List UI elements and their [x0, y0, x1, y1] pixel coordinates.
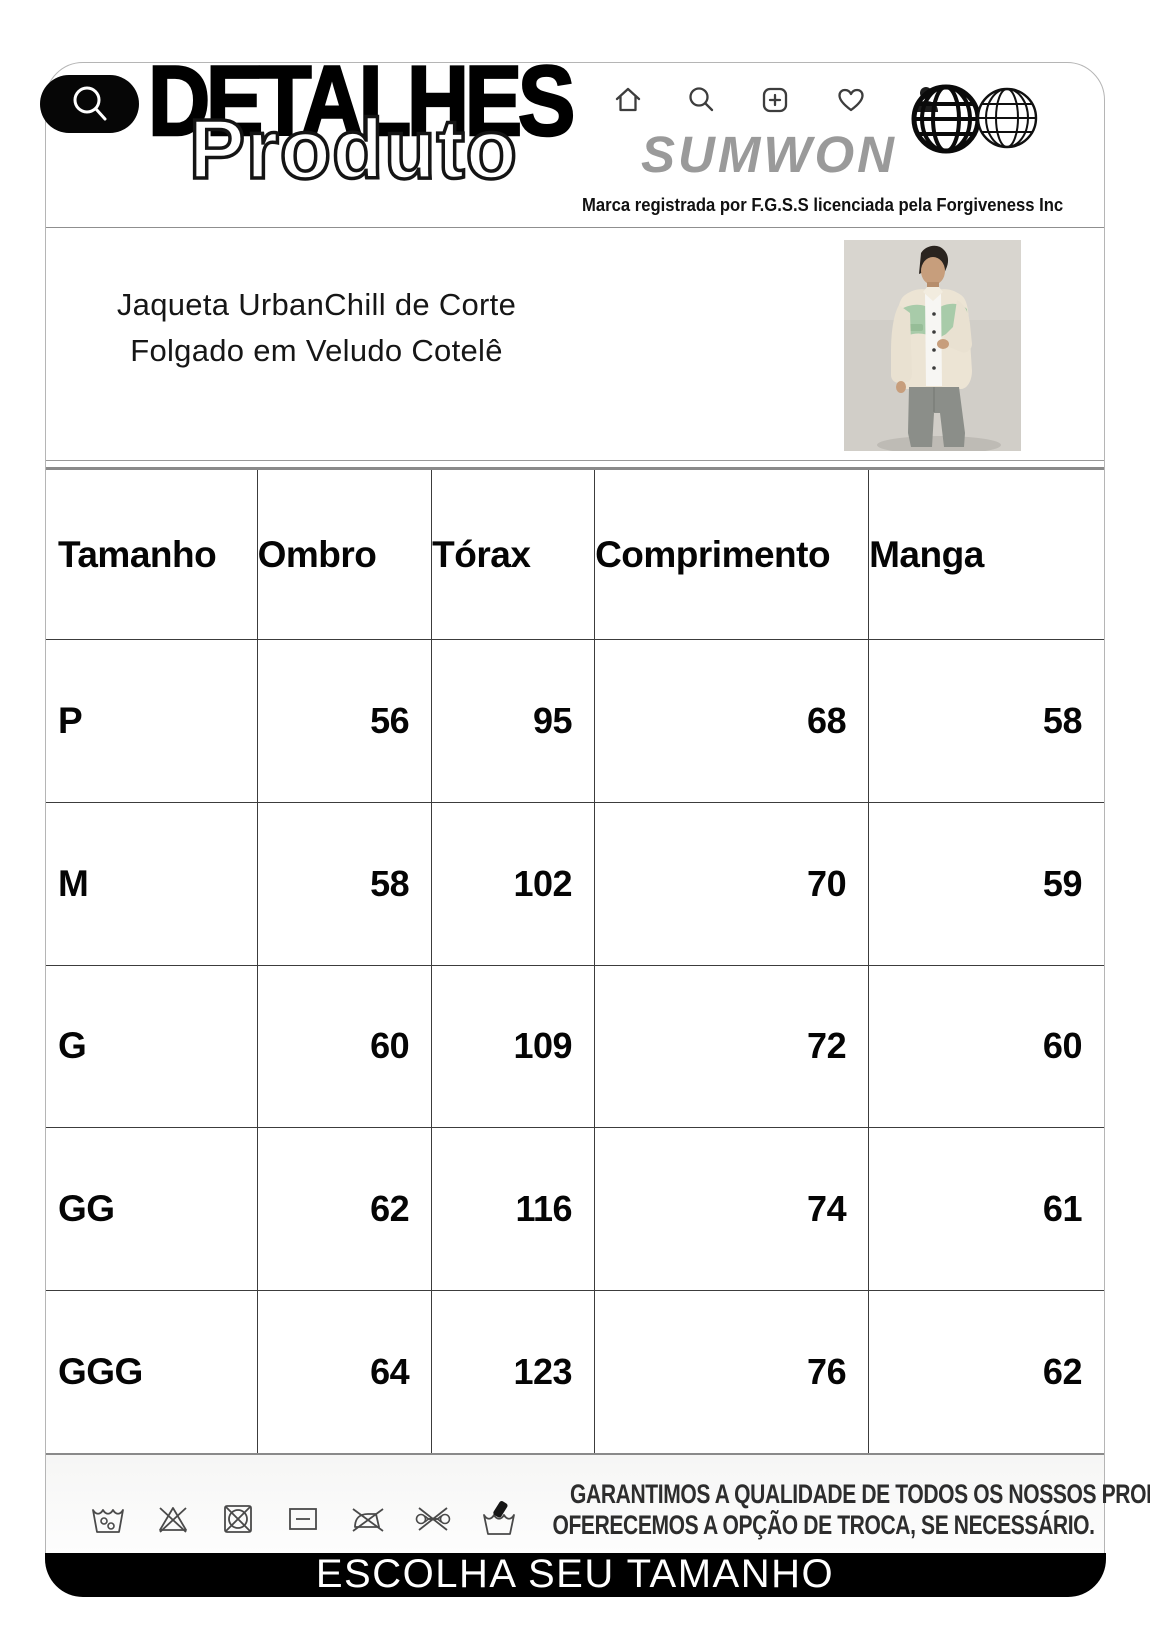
product-name: Jaqueta UrbanChill de Corte Folgado em V… [64, 282, 569, 374]
table-row-p: P 56 95 68 58 [46, 640, 1104, 803]
do-not-wring-icon [415, 1507, 451, 1531]
manga-value: 60 [1042, 1025, 1083, 1067]
favorites-heart-icon[interactable] [834, 83, 868, 117]
col-header-ombro: Ombro [258, 470, 433, 639]
comprimento-value: 72 [595, 965, 870, 1128]
size-label: GG [46, 1128, 258, 1291]
manga-value: 59 [1042, 862, 1083, 904]
search-nav-icon[interactable] [684, 83, 718, 117]
torax-value: 102 [432, 802, 596, 965]
brand-name: SUMWON [641, 126, 897, 183]
search-button[interactable] [40, 75, 139, 133]
size-label: GGG [46, 1291, 258, 1453]
manga-value: 62 [1042, 1351, 1083, 1393]
manga-value: 61 [1042, 1188, 1083, 1230]
col-header-manga: Manga [869, 533, 984, 575]
torax-value: 116 [432, 1128, 596, 1291]
comprimento-value: 76 [595, 1291, 870, 1453]
table-row-ggg: GGG 64 123 76 62 [46, 1291, 1104, 1453]
dry-flat-icon [289, 1508, 317, 1530]
do-not-bleach-icon [159, 1507, 187, 1533]
choose-size-button[interactable]: ESCOLHA SEU TAMANHO [44, 1552, 1106, 1597]
care-icon-row [88, 1499, 518, 1539]
size-table-header: Tamanho Ombro Tórax Comprimento Manga [46, 470, 1104, 640]
guarantee-line2: OFERECEMOS A OPÇÃO DE TROCA, SE NECESSÁR… [552, 1510, 1095, 1541]
product-photo [844, 240, 1021, 451]
table-row-m: M 58 102 70 59 [46, 802, 1104, 966]
col-header-tamanho: Tamanho [46, 470, 258, 639]
ombro-value: 56 [258, 640, 433, 802]
torax-value: 123 [432, 1291, 596, 1453]
table-row-g: G 60 109 72 60 [46, 965, 1104, 1129]
comprimento-value: 74 [595, 1128, 870, 1291]
torax-value: 95 [432, 640, 596, 802]
comprimento-value: 70 [595, 802, 870, 965]
comprimento-value: 68 [595, 640, 870, 802]
ombro-value: 60 [258, 965, 433, 1128]
size-label: G [46, 965, 258, 1128]
page-title: DETALHES [147, 45, 577, 156]
ombro-value: 58 [258, 802, 433, 965]
product-name-line2: Folgado em Veludo Cotelê [130, 332, 503, 368]
machine-wash-icon [92, 1509, 124, 1533]
header: DETALHES Produto [40, 50, 1104, 229]
home-icon[interactable] [611, 83, 645, 117]
ombro-value: 64 [258, 1291, 433, 1453]
choose-size-label: ESCOLHA SEU TAMANHO [315, 1552, 835, 1596]
do-not-tumble-dry-icon [224, 1505, 252, 1533]
globe-solid-icon [911, 84, 981, 154]
ombro-value: 62 [258, 1128, 433, 1291]
product-photo-illustration [844, 240, 1021, 451]
product-details-card: DETALHES Produto [40, 50, 1150, 1597]
brand-logo [908, 79, 1098, 229]
manga-value: 58 [1042, 699, 1083, 741]
guarantee-text: GARANTIMOS A QUALIDADE DE TODOS OS NOSSO… [476, 1479, 1150, 1542]
torax-value: 109 [432, 965, 596, 1128]
search-icon [73, 86, 106, 121]
guarantee-line1: GARANTIMOS A QUALIDADE DE TODOS OS NOSSO… [570, 1479, 1150, 1509]
table-row-gg: GG 62 116 74 61 [46, 1128, 1104, 1292]
trademark-note: Marca registrada por F.G.S.S licenciada … [582, 194, 1064, 215]
col-header-comprimento: Comprimento [595, 470, 870, 639]
size-table: Tamanho Ombro Tórax Comprimento Manga P … [46, 467, 1104, 1455]
page-subtitle: Produto [187, 102, 518, 196]
col-header-torax: Tórax [432, 470, 596, 639]
add-post-icon[interactable] [758, 83, 792, 117]
size-label: P [46, 640, 258, 802]
globe-outline-icon [976, 87, 1038, 149]
hand-wash-icon [483, 1501, 515, 1535]
product-section: Jaqueta UrbanChill de Corte Folgado em V… [46, 228, 1104, 461]
size-label: M [46, 802, 258, 965]
do-not-iron-icon [352, 1508, 384, 1532]
product-name-line1: Jaqueta UrbanChill de Corte [116, 287, 517, 322]
footer: GARANTIMOS A QUALIDADE DE TODOS OS NOSSO… [46, 1455, 1150, 1554]
